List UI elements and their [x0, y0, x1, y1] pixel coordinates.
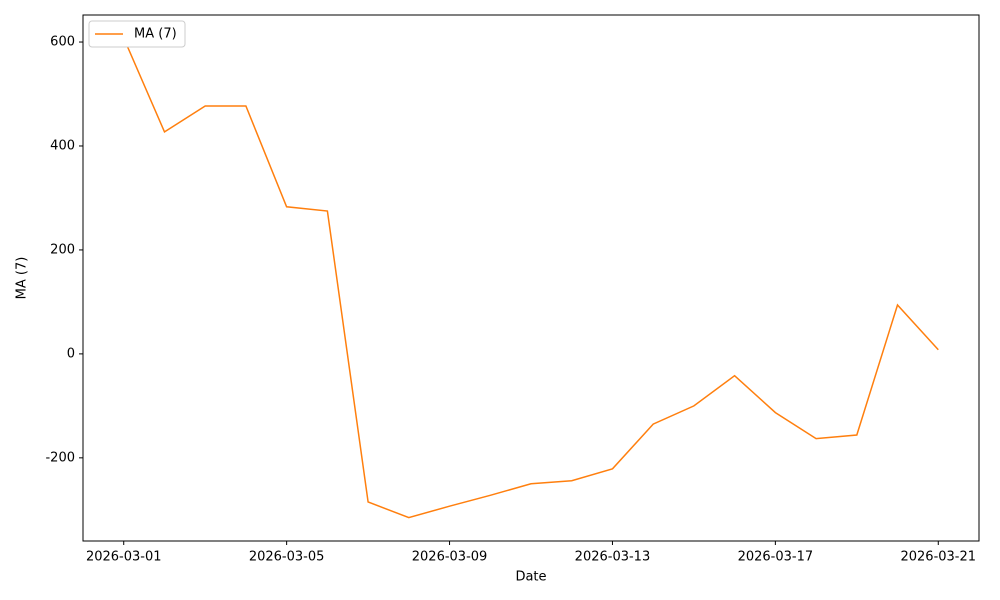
x-tick-label: 2026-03-17 [738, 550, 814, 565]
y-tick-label: 200 [50, 242, 75, 257]
y-axis-label: MA (7) [15, 257, 30, 300]
y-tick-label: 600 [50, 35, 75, 50]
x-axis-label: Date [515, 570, 546, 585]
plot-frame [82, 14, 980, 542]
x-tick-label: 2026-03-13 [575, 550, 651, 565]
data-line [123, 37, 939, 519]
legend-label: MA (7) [134, 27, 177, 42]
x-tick-label: 2026-03-05 [249, 550, 325, 565]
x-tick-label: 2026-03-09 [412, 550, 488, 565]
x-tick-label: 2026-03-01 [86, 550, 162, 565]
y-tick-label: -200 [45, 450, 75, 465]
legend-box [88, 20, 186, 48]
x-tick-label: 2026-03-21 [900, 550, 976, 565]
y-tick-label: 0 [67, 346, 75, 361]
y-tick-label: 400 [50, 138, 75, 153]
